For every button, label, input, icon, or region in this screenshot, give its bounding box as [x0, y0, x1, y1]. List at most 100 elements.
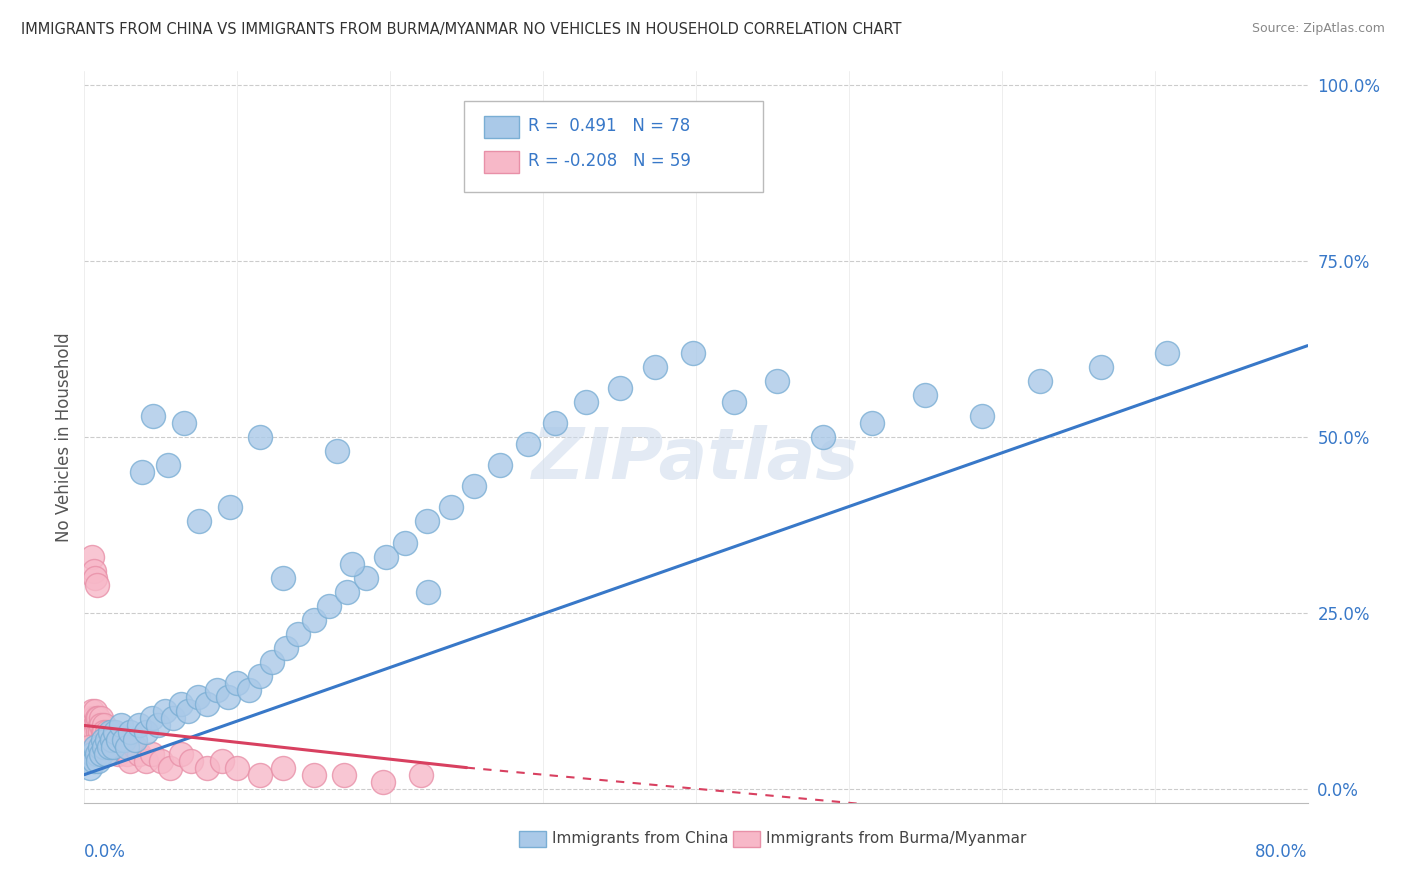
- Point: [141, 711, 163, 725]
- Point: [77, 754, 100, 768]
- Point: [101, 725, 124, 739]
- Point: [104, 725, 127, 739]
- Point: [249, 767, 271, 781]
- Point: [93, 725, 115, 739]
- Point: [79, 725, 101, 739]
- Point: [87, 711, 110, 725]
- Point: [97, 739, 120, 754]
- Point: [103, 732, 125, 747]
- Point: [93, 739, 115, 754]
- Text: ZIPatlas: ZIPatlas: [533, 425, 859, 493]
- Point: [83, 725, 105, 739]
- Point: [374, 549, 396, 564]
- Point: [107, 747, 129, 761]
- Text: IMMIGRANTS FROM CHINA VS IMMIGRANTS FROM BURMA/MYANMAR NO VEHICLES IN HOUSEHOLD : IMMIGRANTS FROM CHINA VS IMMIGRANTS FROM…: [21, 22, 901, 37]
- Point: [91, 732, 114, 747]
- Bar: [484, 151, 519, 173]
- Point: [103, 739, 125, 754]
- Point: [98, 725, 121, 739]
- Point: [394, 535, 416, 549]
- Point: [371, 774, 394, 789]
- Point: [80, 549, 103, 564]
- Bar: [733, 830, 759, 847]
- Point: [80, 705, 103, 719]
- Point: [271, 571, 294, 585]
- Point: [79, 761, 101, 775]
- Point: [276, 641, 298, 656]
- Point: [1090, 359, 1112, 374]
- Text: Immigrants from Burma/Myanmar: Immigrants from Burma/Myanmar: [766, 831, 1026, 847]
- Point: [94, 732, 117, 747]
- Point: [94, 747, 117, 761]
- Point: [90, 718, 112, 732]
- Point: [86, 718, 108, 732]
- Point: [177, 705, 200, 719]
- Point: [107, 732, 129, 747]
- Point: [90, 747, 112, 761]
- Point: [682, 345, 704, 359]
- Point: [336, 584, 359, 599]
- Point: [489, 458, 512, 473]
- Point: [79, 711, 101, 725]
- Point: [75, 732, 97, 747]
- Point: [226, 761, 249, 775]
- Point: [112, 739, 135, 754]
- Point: [609, 381, 631, 395]
- Point: [1156, 345, 1178, 359]
- Point: [87, 725, 110, 739]
- Point: [644, 359, 666, 374]
- Point: [325, 444, 347, 458]
- Point: [418, 584, 440, 599]
- Point: [157, 458, 180, 473]
- FancyBboxPatch shape: [464, 101, 763, 192]
- Point: [463, 479, 485, 493]
- Point: [89, 725, 111, 739]
- Point: [84, 718, 107, 732]
- Point: [207, 683, 229, 698]
- Point: [77, 732, 100, 747]
- Point: [186, 690, 208, 705]
- Point: [135, 754, 157, 768]
- Point: [188, 515, 211, 529]
- Text: Immigrants from China: Immigrants from China: [551, 831, 728, 847]
- Point: [440, 500, 463, 515]
- Point: [195, 761, 218, 775]
- Point: [91, 725, 114, 739]
- Point: [409, 767, 432, 781]
- Point: [110, 718, 132, 732]
- Point: [218, 500, 240, 515]
- Point: [86, 747, 108, 761]
- Point: [112, 732, 135, 747]
- Bar: [484, 116, 519, 138]
- Text: R =  0.491   N = 78: R = 0.491 N = 78: [529, 117, 690, 136]
- Point: [287, 627, 309, 641]
- Point: [811, 430, 834, 444]
- Point: [226, 676, 249, 690]
- Point: [249, 430, 271, 444]
- Point: [141, 747, 163, 761]
- Point: [77, 739, 100, 754]
- Text: R = -0.208   N = 59: R = -0.208 N = 59: [529, 153, 692, 170]
- Point: [142, 409, 165, 423]
- Point: [80, 747, 103, 761]
- Point: [262, 655, 284, 669]
- Point: [89, 718, 111, 732]
- Point: [318, 599, 340, 613]
- Point: [91, 732, 114, 747]
- Point: [128, 747, 150, 761]
- Point: [723, 395, 745, 409]
- Point: [120, 754, 142, 768]
- Point: [128, 718, 150, 732]
- Point: [170, 698, 193, 712]
- Point: [124, 739, 146, 754]
- Point: [173, 416, 195, 430]
- Point: [302, 613, 325, 627]
- Point: [83, 754, 105, 768]
- Text: 0.0%: 0.0%: [84, 843, 127, 861]
- Point: [159, 761, 181, 775]
- Point: [211, 754, 233, 768]
- Point: [98, 739, 121, 754]
- Point: [146, 718, 169, 732]
- Point: [302, 767, 325, 781]
- Point: [162, 711, 184, 725]
